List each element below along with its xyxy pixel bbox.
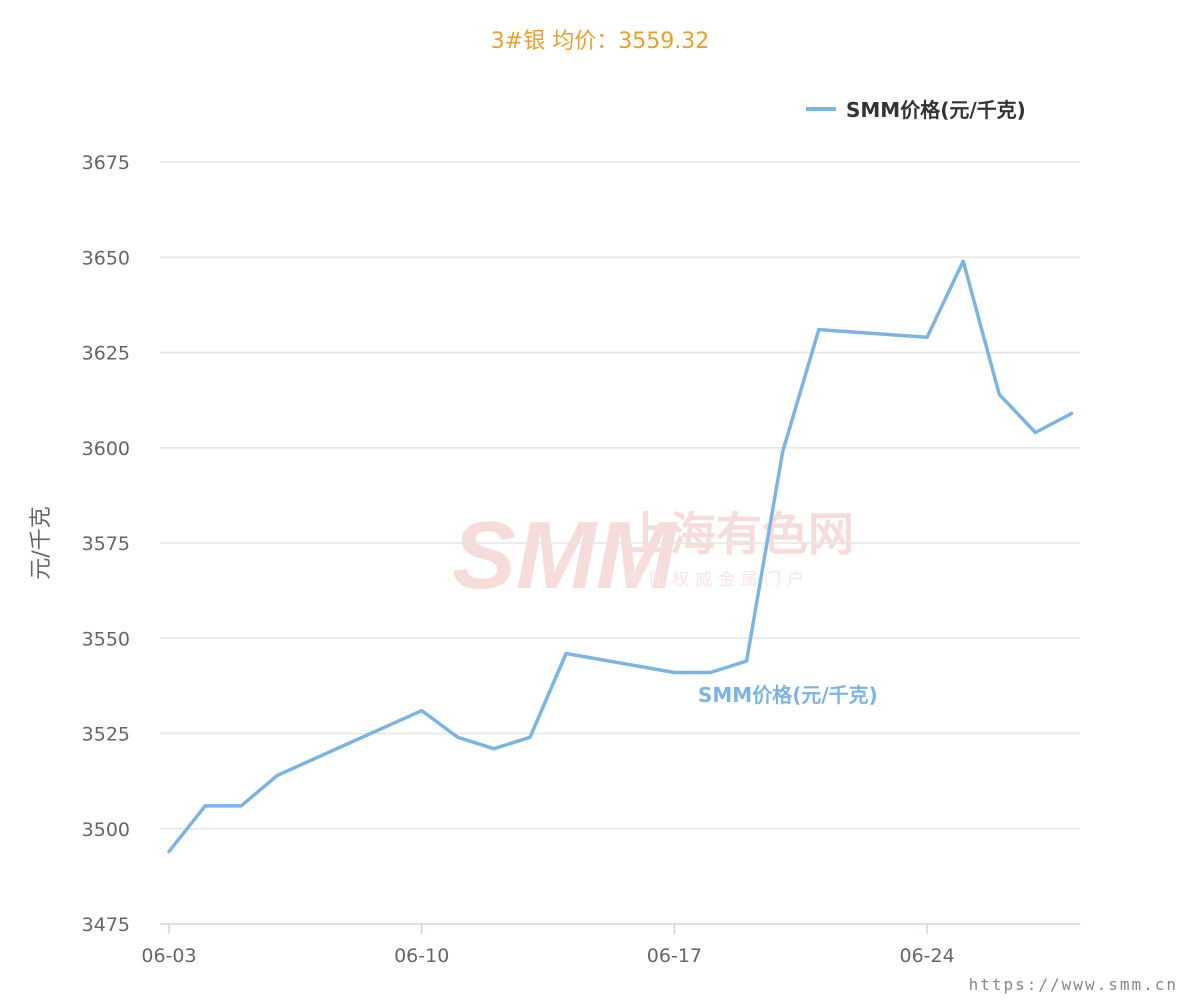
y-tick-label: 3475 xyxy=(82,914,130,936)
x-tick-label: 06-03 xyxy=(141,945,196,967)
footer-url[interactable]: https://www.smm.cn xyxy=(969,975,1178,994)
y-tick-label: 3525 xyxy=(82,724,130,746)
y-tick-label: 3550 xyxy=(82,628,130,650)
y-tick-label: 3575 xyxy=(82,533,130,555)
watermark-slogan: 中国权威金属门户 xyxy=(626,570,810,590)
y-tick-label: 3675 xyxy=(82,152,130,174)
y-tick-label: 3600 xyxy=(82,438,130,460)
legend[interactable]: SMM价格(元/千克) xyxy=(806,98,1026,122)
x-tick-label: 06-24 xyxy=(899,945,954,967)
x-axis-ticks: 06-03 06-10 06-17 06-24 xyxy=(141,924,955,967)
x-tick-label: 06-10 xyxy=(394,945,449,967)
y-gridlines xyxy=(160,161,1080,830)
y-tick-label: 3500 xyxy=(82,819,130,841)
y-tick-label: 3650 xyxy=(82,247,130,269)
series-data-label: SMM价格(元/千克) xyxy=(698,683,878,707)
smm-watermark-logo: SMM 上海有色网 中国权威金属门户 xyxy=(452,502,854,609)
chart-title: 3#银 均价：3559.32 xyxy=(491,29,709,54)
legend-label: SMM价格(元/千克) xyxy=(846,98,1026,122)
series-line-smm-price xyxy=(167,259,1074,854)
y-axis-label: 元/千克 xyxy=(29,506,54,579)
watermark-logo-text: SMM xyxy=(452,502,678,609)
watermark-name: 上海有色网 xyxy=(624,507,854,561)
x-tick-label: 06-17 xyxy=(647,945,702,967)
y-tick-label: 3625 xyxy=(82,343,130,365)
y-axis-ticks: 3475 3500 3525 3550 3575 3600 3625 3650 3675 xyxy=(82,152,130,936)
